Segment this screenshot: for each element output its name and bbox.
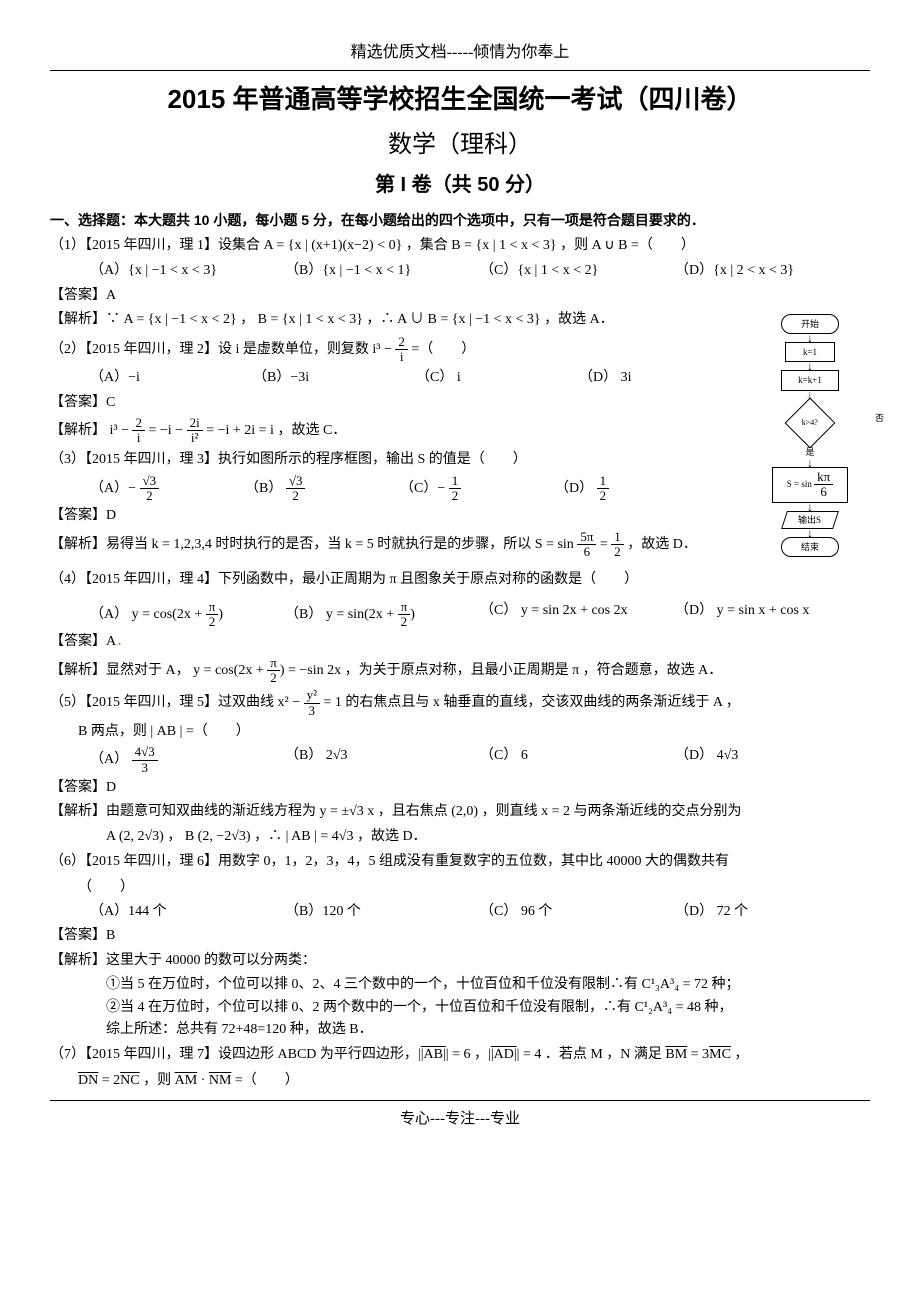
q2-choice-d: （D） 3i: [579, 367, 742, 389]
q4-choice-b: （B） y = sin(2x + π2): [285, 600, 480, 630]
q1-choices: （A）{x | −1 < x < 3} （B）{x | −1 < x < 1} …: [50, 260, 870, 282]
q6-explain1: ①当 5 在万位时，个位可以排 0、2、4 三个数中的一个，十位百位和千位没有限…: [50, 974, 870, 996]
q3-stem: （3）【2015 年四川，理 3】执行如图所示的程序框图，输出 S 的值是（ ）: [50, 449, 870, 471]
q4-choice-a: （A） y = cos(2x + π2): [90, 600, 285, 630]
divider-bottom: [50, 1100, 870, 1101]
q6-answer: 【答案】B: [50, 925, 870, 947]
q3-answer: 【答案】D: [50, 505, 870, 527]
q2-choice-c: （C） i: [416, 367, 579, 389]
flow-arrow: ↓: [750, 362, 870, 370]
q3-choice-b: （B） √32: [245, 474, 400, 504]
q1-choice-d: （D）{x | 2 < x < 3}: [675, 260, 870, 282]
q2-stem-b: =（ ）: [408, 342, 475, 357]
q6-choice-c: （C） 96 个: [480, 901, 675, 923]
title-main: 2015 年普通高等学校招生全国统一考试（四川卷）: [50, 79, 870, 121]
q1-explain: 【解析】∵ A = {x | −1 < x < 2} ， B = {x | 1 …: [50, 309, 870, 331]
flowchart: 开始 ↓ k=1 ↓ k=k+1 ↓ k>4? 否 是 ↓ S = sin kπ…: [750, 314, 870, 558]
q7-stem1: （7）【2015 年四川，理 7】设四边形 ABCD 为平行四边形，||AB||…: [50, 1044, 870, 1066]
flow-arrow: ↓: [750, 503, 870, 511]
q6-choice-b: （B）120 个: [285, 901, 480, 923]
q4-stem: （4）【2015 年四川，理 4】下列函数中，最小正周期为 π 且图象关于原点对…: [50, 569, 870, 591]
q3-choice-d: （D） 12: [555, 474, 710, 504]
q5-explain2: A (2, 2√3) ， B (2, −2√3) ，∴ | AB | = 4√3…: [50, 826, 870, 848]
header-note: 精选优质文档-----倾情为你奉上: [50, 40, 870, 66]
q6-explain3: 综上所述：总共有 72+48=120 种，故选 B．: [50, 1019, 870, 1041]
q2-explain: 【解析】 i³ − 2i = −i − 2ii² = −i + 2i = i ，…: [50, 416, 870, 446]
flow-output: 输出S: [781, 511, 839, 529]
q5-choice-c: （C） 6: [480, 745, 675, 775]
flow-cond-wrap: k>4? 否: [750, 405, 870, 441]
q1-choice-c: （C）{x | 1 < x < 2}: [480, 260, 675, 282]
q6-stem2: （ ）: [50, 877, 870, 899]
divider-top: [50, 70, 870, 71]
q5-choices: （A） 4√33 （B） 2√3 （C） 6 （D） 4√3: [50, 745, 870, 775]
q5-stem2: B 两点，则 | AB | =（ ）: [50, 721, 870, 743]
q5-choice-d: （D） 4√3: [675, 745, 870, 775]
q5-explain1: 【解析】由题意可知双曲线的渐近线方程为 y = ±√3 x ，且右焦点 (2,0…: [50, 801, 870, 823]
q4-answer: 【答案】A．: [50, 631, 870, 653]
q5-stem: （5）【2015 年四川，理 5】过双曲线 x² − y²3 = 1 的右焦点且…: [50, 688, 870, 718]
flow-arrow: ↓: [750, 459, 870, 467]
flow-arrow: ↓: [750, 529, 870, 537]
q6-choices: （A）144 个 （B）120 个 （C） 96 个 （D） 72 个: [50, 901, 870, 923]
title-sub: 数学（理科）: [50, 126, 870, 164]
q4-choice-c: （C） y = sin 2x + cos 2x: [480, 600, 675, 630]
q2-stem-a: （2）【2015 年四川，理 2】设 i 是虚数单位，则复数 i³ −: [50, 342, 395, 357]
q2-stem: （2）【2015 年四川，理 2】设 i 是虚数单位，则复数 i³ − 2i =…: [50, 335, 870, 365]
q2-answer: 【答案】C: [50, 392, 870, 414]
q5-choice-b: （B） 2√3: [285, 745, 480, 775]
q1-choice-a: （A）{x | −1 < x < 3}: [90, 260, 285, 282]
flow-calc: S = sin kπ6: [772, 467, 848, 503]
q6-choice-d: （D） 72 个: [675, 901, 870, 923]
q7-stem2: DN = 2NC ，则 AM · NM =（ ）: [50, 1070, 870, 1092]
footer-note: 专心---专注---专业: [50, 1107, 870, 1131]
q2-choice-b: （B）−3i: [253, 367, 416, 389]
q4-choice-d: （D） y = sin x + cos x: [675, 600, 870, 630]
q4-choices: （A） y = cos(2x + π2) （B） y = sin(2x + π2…: [50, 600, 870, 630]
title-part: 第 I 卷（共 50 分）: [50, 169, 870, 201]
q1-answer: 【答案】A: [50, 285, 870, 307]
q1-choice-b: （B）{x | −1 < x < 1}: [285, 260, 480, 282]
q6-choice-a: （A）144 个: [90, 901, 285, 923]
q5-answer: 【答案】D: [50, 777, 870, 799]
q6-stem1: （6）【2015 年四川，理 6】用数字 0，1，2，3，4，5 组成没有重复数…: [50, 851, 870, 873]
flow-end: 结束: [781, 537, 839, 557]
q5-choice-a: （A） 4√33: [90, 745, 285, 775]
section-head: 一、选择题：本大题共 10 小题，每小题 5 分，在每小题给出的四个选项中，只有…: [50, 209, 870, 231]
q6-explain2: ②当 4 在万位时，个位可以排 0、2 两个数中的一个，十位百位和千位没有限制，…: [50, 997, 870, 1019]
q4-explain: 【解析】显然对于 A， y = cos(2x + π2) = −sin 2x ，…: [50, 656, 870, 686]
q1-stem: （1）【2015 年四川，理 1】设集合 A = {x | (x+1)(x−2)…: [50, 235, 870, 257]
flow-no-label: 否: [875, 411, 884, 425]
q2-choice-a: （A）−i: [90, 367, 253, 389]
flow-calc-text: S = sin: [787, 479, 814, 489]
q3-choice-c: （C）− 12: [400, 474, 555, 504]
q3-choice-a: （A）− √32: [90, 474, 245, 504]
flow-cond: k>4?: [785, 397, 836, 448]
orange-dot-icon: ．: [116, 634, 130, 649]
q3-choices: （A）− √32 （B） √32 （C）− 12 （D） 12: [50, 474, 710, 504]
q2-choices: （A）−i （B）−3i （C） i （D） 3i: [50, 367, 742, 389]
flow-arrow: ↓: [750, 334, 870, 342]
q3-explain: 【解析】易得当 k = 1,2,3,4 时时执行的是否，当 k = 5 时就执行…: [50, 530, 870, 560]
q6-explain0: 【解析】这里大于 40000 的数可以分两类：: [50, 950, 870, 972]
